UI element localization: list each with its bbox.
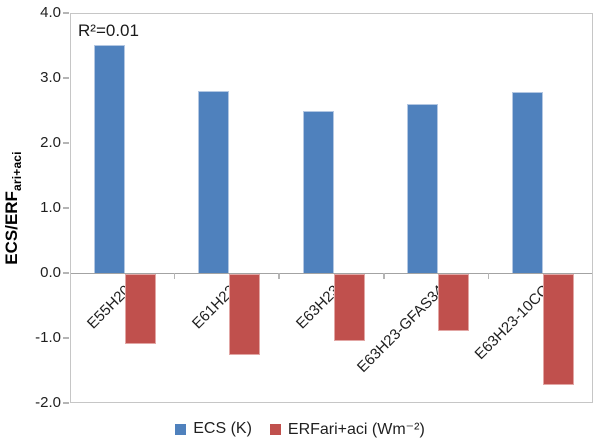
y-tick-label: 0.0 [40, 264, 61, 281]
y-tick-label: -1.0 [35, 329, 61, 346]
bar-ecs-E63H23-10CC [511, 92, 543, 274]
legend-label: ECS (K) [193, 420, 252, 437]
bar-ecs-E55H20 [93, 45, 125, 274]
bar-erf-E55H20 [124, 274, 156, 345]
legend-label: ERFari+aci (Wm⁻²) [287, 421, 425, 438]
y-tick-mark [63, 402, 69, 404]
y-tick-mark [63, 12, 69, 14]
bar-erf-E63H23-10CC [542, 274, 574, 385]
y-tick-mark [63, 272, 69, 274]
bar-erf-E61H22 [229, 274, 261, 355]
y-tick-mark [63, 142, 69, 144]
x-tick-mark [173, 273, 176, 279]
legend: ECS (K) ERFari+aci (Wm⁻²) [0, 419, 600, 439]
y-tick-mark [63, 337, 69, 339]
y-tick-label: -2.0 [35, 394, 61, 411]
y-tick-mark [63, 77, 69, 79]
bar-ecs-E63H23-GFAS34 [407, 103, 439, 274]
plot-area [70, 13, 593, 403]
bar-ecs-E63H23 [302, 110, 334, 274]
x-tick-mark [487, 273, 490, 279]
legend-swatch-icon [175, 423, 187, 435]
x-tick-mark [278, 273, 280, 279]
zero-axis-line [71, 272, 592, 274]
y-axis-title-subscript: ari+aci [10, 151, 24, 192]
bar-erf-E63H23 [333, 274, 365, 341]
r-squared-annotation: R²=0.01 [78, 21, 139, 40]
y-tick-label: 3.0 [40, 69, 61, 86]
y-tick-mark [63, 207, 69, 209]
bar-ecs-E61H22 [198, 90, 230, 274]
legend-item-ecs: ECS (K) [175, 420, 252, 438]
legend-item-erf: ERFari+aci (Wm⁻²) [269, 419, 425, 439]
bar-erf-E63H23-GFAS34 [438, 274, 470, 332]
x-tick-mark [383, 273, 385, 279]
y-tick-label: 1.0 [40, 199, 61, 216]
legend-swatch-icon [269, 423, 281, 435]
y-tick-label: 4.0 [40, 4, 61, 21]
y-tick-label: 2.0 [40, 134, 61, 151]
